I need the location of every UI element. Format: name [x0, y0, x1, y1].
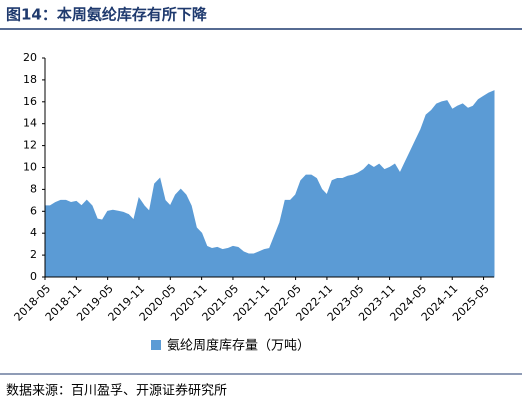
y-tick-label: 4 [30, 226, 37, 239]
y-tick-label: 10 [23, 161, 37, 174]
y-tick-label: 20 [23, 51, 37, 64]
y-tick-label: 2 [30, 248, 37, 261]
legend-swatch [151, 340, 161, 350]
y-tick-label: 0 [30, 270, 37, 283]
y-tick-label: 14 [23, 117, 37, 130]
legend-label: 氨纶周度库存量（万吨） [167, 338, 310, 354]
y-tick-label: 12 [23, 139, 37, 152]
y-tick-label: 6 [30, 204, 37, 217]
chart-title: 图14：本周氨纶库存有所下降 [6, 6, 208, 24]
y-tick-label: 8 [30, 182, 37, 195]
y-tick-label: 16 [23, 95, 37, 108]
source: 数据来源：百川盈孚、开源证券研究所 [6, 383, 227, 399]
area [44, 90, 495, 278]
y-tick-label: 18 [23, 73, 37, 86]
